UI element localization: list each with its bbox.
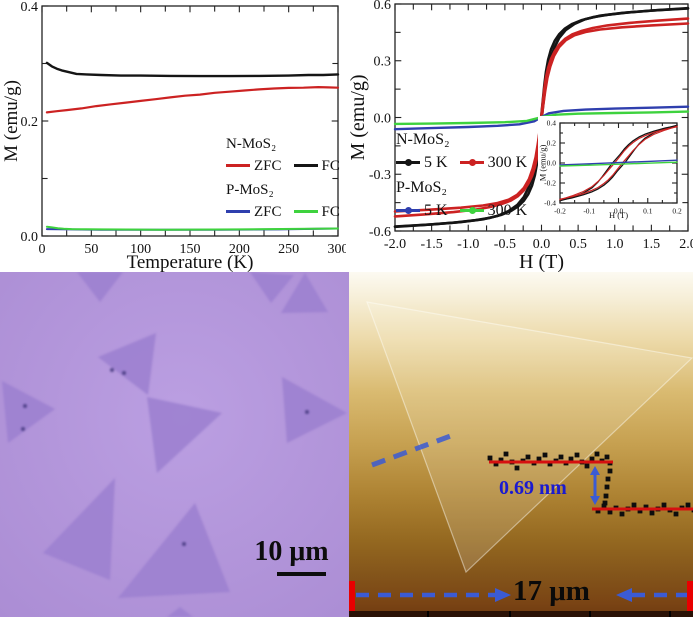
svg-text:250: 250 xyxy=(278,242,299,257)
svg-text:0.0: 0.0 xyxy=(21,230,39,245)
flake-width-label: 17 μm xyxy=(513,575,590,607)
defect-speck xyxy=(305,410,309,414)
defect-speck xyxy=(110,368,114,372)
svg-text:-0.3: -0.3 xyxy=(369,168,391,183)
legend-line-zfc-blue xyxy=(226,210,250,214)
legend-label-300k: 300 K xyxy=(487,153,528,171)
svg-text:200: 200 xyxy=(229,242,250,257)
svg-text:-0.4: -0.4 xyxy=(544,199,556,208)
legend-group-n-mos2: N-MoS₂ xyxy=(396,131,450,148)
svg-text:M (emu/g): M (emu/g) xyxy=(347,74,369,160)
legend-line-5k-black xyxy=(396,158,420,166)
svg-text:Temperature (K): Temperature (K) xyxy=(127,252,254,272)
svg-text:-1.5: -1.5 xyxy=(421,237,443,252)
svg-text:0.0: 0.0 xyxy=(533,237,551,252)
svg-text:-0.1: -0.1 xyxy=(583,207,595,216)
legend-label-5k: 5 K xyxy=(424,201,448,219)
svg-text:-0.2: -0.2 xyxy=(554,207,566,216)
scalebar xyxy=(277,572,326,576)
legend-line-fc-black xyxy=(293,164,318,168)
legend-line-300k-red xyxy=(459,158,484,166)
legend-label-zfc: ZFC xyxy=(254,157,282,174)
defect-speck xyxy=(122,371,126,375)
legend-label-fc: FC xyxy=(321,203,340,220)
mt-chart: 0 50 100 150 200 250 300 0.0 0.2 0.4 Temperature (… xyxy=(1,0,347,272)
svg-text:0.5: 0.5 xyxy=(569,237,587,252)
svg-text:H (T): H (T) xyxy=(609,210,628,220)
legend-line-300k-green xyxy=(459,207,484,215)
svg-text:-0.5: -0.5 xyxy=(494,237,516,252)
legend-row: ZFC FC xyxy=(226,158,346,175)
svg-text:M (emu/g): M (emu/g) xyxy=(538,145,548,182)
svg-text:300: 300 xyxy=(328,242,347,257)
svg-text:0.2: 0.2 xyxy=(21,115,39,130)
legend-label-fc: FC xyxy=(321,157,340,174)
svg-text:M (emu/g): M (emu/g) xyxy=(1,80,22,162)
legend-label-5k: 5 K xyxy=(424,153,448,171)
legend-group-p-mos2: P-MoS₂ xyxy=(226,182,274,198)
svg-text:0.2: 0.2 xyxy=(672,207,682,216)
mt-legend: N-MoS₂ ZFC FC P-MoS₂ ZFC FC xyxy=(226,136,346,228)
legend-marker-dot xyxy=(405,207,412,215)
mh-legend: N-MoS₂ 5 K 300 K P-MoS₂ 5 K 300 K xyxy=(396,131,539,227)
mh-inset-chart: -0.2 -0.1 0.0 0.1 0.2-0.4-0.20.00.20.4H (T)M… xyxy=(538,116,682,220)
svg-text:0.4: 0.4 xyxy=(547,119,557,128)
legend-row: ZFC FC xyxy=(226,204,346,221)
svg-text:0.0: 0.0 xyxy=(547,159,557,168)
svg-text:0.1: 0.1 xyxy=(643,207,653,216)
defect-speck xyxy=(182,542,186,546)
svg-text:0.0: 0.0 xyxy=(374,111,392,126)
svg-text:0.0: 0.0 xyxy=(614,207,624,216)
svg-text:100: 100 xyxy=(130,242,151,257)
afm-image-panel: 0.69 nm 17 μm xyxy=(349,272,693,617)
legend-row: 5 K 300 K xyxy=(396,202,539,220)
svg-text:-0.6: -0.6 xyxy=(369,225,391,240)
mh-plot-panel: -2.0 -1.5 -1.0 -0.5 0.0 0.5 1.0 1.5 2.0 -0.6 -0.3 0… xyxy=(346,0,693,272)
svg-text:-2.0: -2.0 xyxy=(384,237,406,252)
legend-line-5k-blue xyxy=(396,207,420,215)
legend-label-300k: 300 K xyxy=(487,201,528,219)
svg-text:0.2: 0.2 xyxy=(547,139,557,148)
legend-marker-dot xyxy=(468,158,476,166)
mos2-flakes-layer xyxy=(0,272,349,617)
svg-text:0.4: 0.4 xyxy=(21,0,39,15)
legend-marker-dot xyxy=(468,207,476,215)
svg-text:2.0: 2.0 xyxy=(679,237,693,252)
mos2-flake-triangle xyxy=(167,607,193,617)
legend-line-fc-green xyxy=(293,210,318,214)
svg-text:-1.0: -1.0 xyxy=(457,237,479,252)
legend-row: 5 K 300 K xyxy=(396,154,539,172)
svg-text:0: 0 xyxy=(39,242,46,257)
legend-line-zfc-red xyxy=(226,164,250,168)
svg-text:0.6: 0.6 xyxy=(374,0,392,13)
svg-text:-0.2: -0.2 xyxy=(544,179,556,188)
svg-text:50: 50 xyxy=(84,242,98,257)
svg-text:150: 150 xyxy=(180,242,201,257)
scalebar-label: 10 μm xyxy=(254,536,329,567)
step-height-label: 0.69 nm xyxy=(499,477,567,499)
legend-group-n-mos2: N-MoS₂ xyxy=(226,136,277,152)
svg-text:1.0: 1.0 xyxy=(606,237,624,252)
svg-text:H (T): H (T) xyxy=(519,251,564,272)
legend-label-zfc: ZFC xyxy=(254,203,282,220)
afm-annotations-overlay xyxy=(349,301,693,617)
optical-image-panel: 10 μm xyxy=(0,272,349,617)
legend-marker-dot xyxy=(405,158,412,166)
svg-text:0.3: 0.3 xyxy=(374,55,392,70)
defect-speck xyxy=(21,427,25,431)
mt-plot-panel: 0 50 100 150 200 250 300 0.0 0.2 0.4 Temperature (… xyxy=(0,0,346,272)
svg-text:1.5: 1.5 xyxy=(643,237,661,252)
legend-group-p-mos2: P-MoS₂ xyxy=(396,179,447,197)
defect-speck xyxy=(23,404,27,408)
